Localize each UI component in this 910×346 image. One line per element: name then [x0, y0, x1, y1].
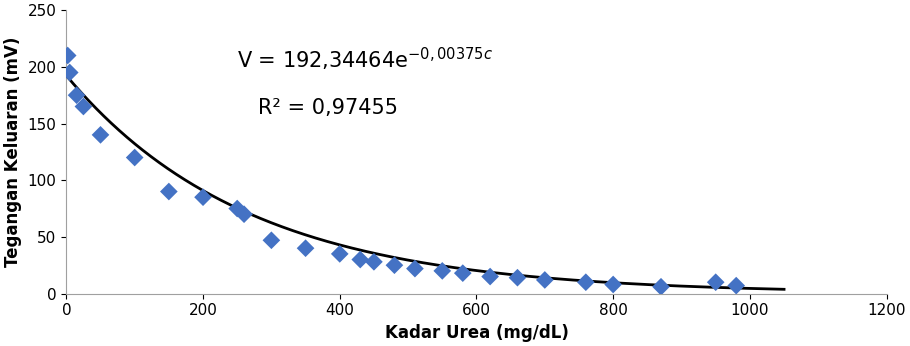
Point — [60, 53, 75, 58]
Point — [353, 257, 368, 262]
X-axis label: Kadar Urea (mg/dL): Kadar Urea (mg/dL) — [385, 324, 569, 342]
Point — [230, 206, 245, 211]
Point — [127, 155, 142, 160]
Point — [93, 132, 107, 138]
Text: V = 192,34464e$^{-0,00375c}$: V = 192,34464e$^{-0,00375c}$ — [238, 45, 493, 73]
Point — [298, 245, 313, 251]
Point — [729, 283, 743, 288]
Point — [196, 194, 210, 200]
Point — [367, 259, 381, 265]
Point — [579, 280, 593, 285]
Point — [162, 189, 177, 194]
Point — [408, 266, 422, 271]
Point — [511, 275, 525, 281]
Point — [69, 92, 84, 98]
Point — [456, 270, 470, 276]
Point — [264, 237, 278, 243]
Point — [653, 284, 668, 290]
Point — [76, 104, 91, 109]
Point — [606, 282, 621, 287]
Point — [332, 251, 347, 257]
Point — [708, 280, 723, 285]
Point — [538, 277, 552, 283]
Point — [387, 263, 401, 268]
Text: R² = 0,97455: R² = 0,97455 — [258, 98, 398, 118]
Point — [63, 70, 77, 75]
Point — [237, 211, 251, 217]
Point — [435, 268, 450, 274]
Y-axis label: Tegangan Keluaran (mV): Tegangan Keluaran (mV) — [5, 37, 22, 267]
Point — [483, 274, 498, 279]
